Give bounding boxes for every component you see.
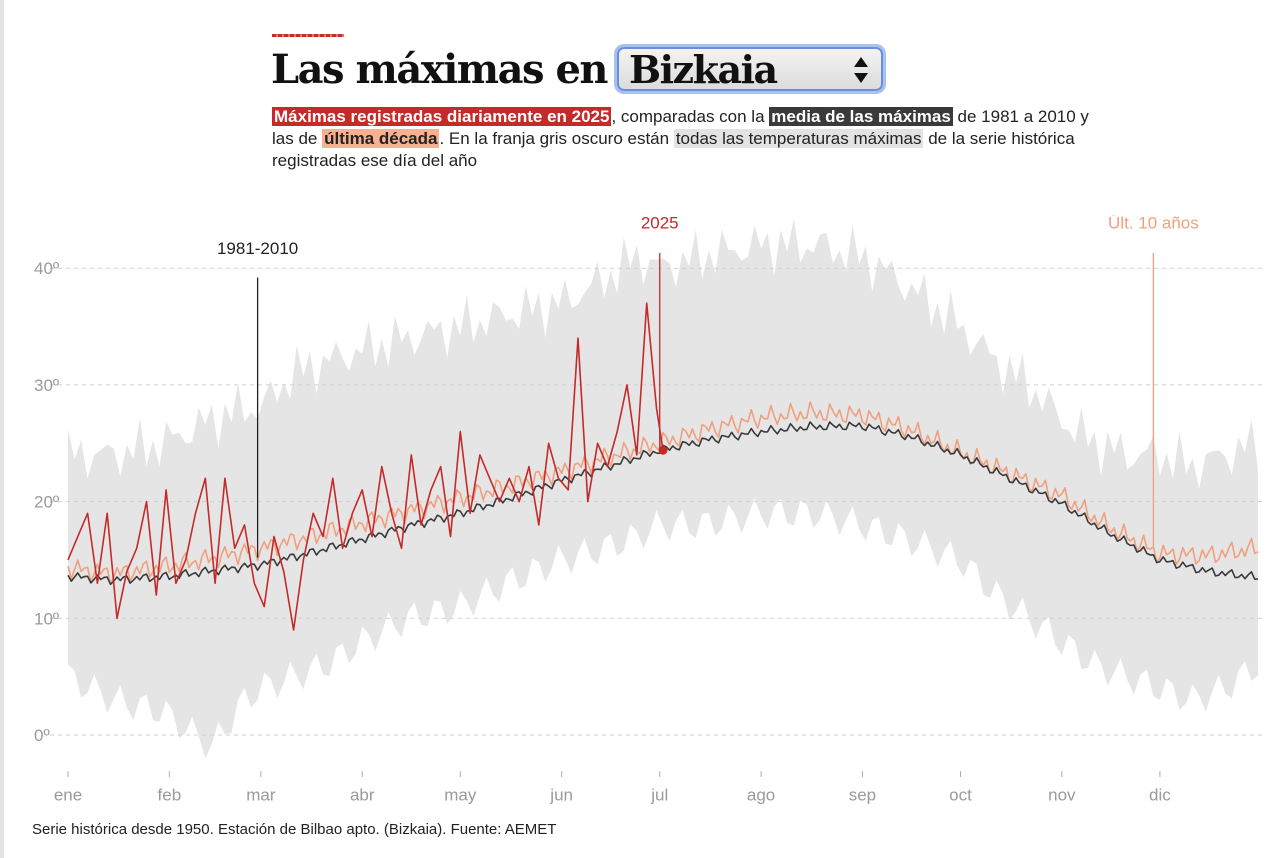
- y-tick-label: 20º: [34, 493, 59, 512]
- legend-decade-highlight: última década: [322, 129, 440, 148]
- temperature-chart: 0º 10º 20º 30º 40º ene feb mar abr may jun jul ago se…: [34, 215, 1262, 804]
- x-tick-label: may: [444, 785, 477, 804]
- series-2025-last-point: [658, 445, 668, 455]
- x-tick-label: jun: [549, 785, 573, 804]
- x-tick-label: jul: [650, 785, 668, 804]
- description-text-2: de 1981 a 2010 y las de: [272, 107, 1089, 148]
- x-tick-label: sep: [849, 785, 876, 804]
- y-tick-label: 10º: [34, 609, 59, 628]
- chart-description: Máximas registradas diariamente en 2025,…: [272, 106, 1102, 172]
- province-select[interactable]: Bizkaia: [617, 46, 883, 92]
- y-tick-label: 30º: [34, 376, 59, 395]
- x-tick-label: dic: [1149, 785, 1171, 804]
- y-tick-label: 40º: [34, 259, 59, 278]
- x-tick-label: oct: [949, 785, 972, 804]
- x-tick-label: mar: [246, 785, 276, 804]
- annotation-1981-2010-label: 1981-2010: [217, 239, 298, 258]
- series-line-2025: [67, 302, 664, 631]
- select-arrows-icon: [854, 57, 868, 83]
- legend-mean-highlight: media de las máximas: [769, 107, 953, 126]
- annotation-last-decade-label: Últ. 10 años: [1108, 215, 1199, 233]
- description-text-1: , comparadas con la: [611, 107, 770, 126]
- x-tick-label: abr: [350, 785, 375, 804]
- description-text-4: de la serie histórica registradas ese dí…: [272, 129, 1075, 170]
- x-tick-label: ene: [54, 785, 82, 804]
- decorative-rule: [272, 34, 344, 37]
- series-line-last-decade: [67, 401, 1259, 586]
- left-border: [0, 0, 4, 858]
- legend-band-highlight: todas las temperaturas máximas: [673, 129, 924, 148]
- province-select-value: Bizkaia: [629, 46, 778, 92]
- x-tick-label: feb: [158, 785, 182, 804]
- y-tick-label: 0º: [34, 726, 50, 745]
- page-title: Las máximas en: [271, 45, 609, 93]
- source-note: Serie histórica desde 1950. Estación de …: [32, 821, 557, 838]
- x-tick-label: ago: [747, 785, 775, 804]
- headline: Las máximas en Bizkaia: [271, 40, 883, 98]
- legend-2025-highlight: Máximas registradas diariamente en 2025: [272, 107, 612, 126]
- annotation-2025-label: 2025: [641, 215, 679, 233]
- historical-range-band: [68, 218, 1258, 759]
- description-text-3: . En la franja gris oscuro están: [439, 129, 674, 148]
- x-tick-label: nov: [1048, 785, 1076, 804]
